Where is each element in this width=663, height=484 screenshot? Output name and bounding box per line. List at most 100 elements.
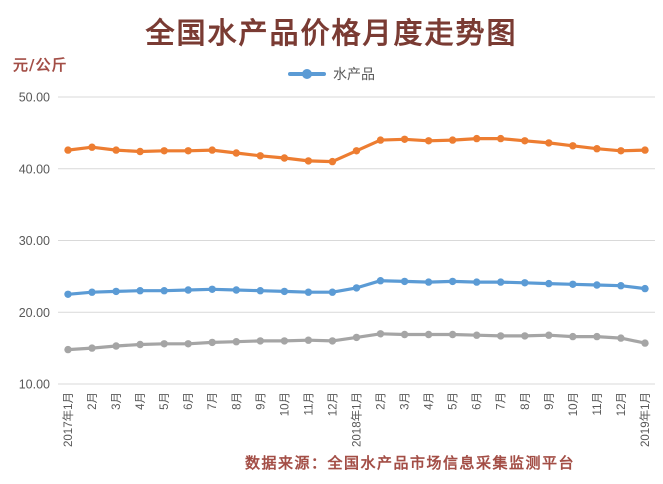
data-point [136, 340, 144, 349]
x-tick-label: 12月 [327, 392, 339, 416]
data-point [328, 337, 337, 345]
data-point [617, 334, 625, 342]
data-point [88, 143, 96, 151]
y-tick-label: 10.00 [19, 378, 50, 392]
x-tick-label: 8月 [231, 392, 243, 410]
data-point [88, 288, 96, 296]
data-point [184, 147, 192, 155]
data-point [208, 146, 216, 154]
x-tick-label: 8月 [520, 392, 532, 410]
x-tick-label: 2017年1月 [61, 392, 75, 447]
data-point [593, 281, 601, 289]
x-tick-label: 10月 [568, 392, 580, 416]
data-point [521, 332, 529, 340]
x-tick-label: 2月 [376, 392, 388, 410]
x-tick-label: 2018年1月 [349, 392, 363, 447]
data-point [424, 278, 433, 286]
y-tick-label: 20.00 [19, 306, 50, 320]
data-point [400, 135, 409, 143]
data-point [521, 279, 529, 287]
x-tick-label: 6月 [183, 392, 195, 410]
data-point [112, 287, 120, 296]
x-tick-label: 11月 [592, 392, 604, 415]
data-point [208, 338, 216, 347]
x-tick-label: 10月 [279, 392, 291, 416]
data-source-note: 数据来源：全国水产品市场信息采集监测平台 [245, 454, 576, 472]
data-point [136, 147, 144, 156]
data-point [352, 147, 361, 155]
data-point [232, 286, 240, 294]
data-point [304, 288, 313, 296]
x-tick-label: 2019年1月 [638, 392, 652, 447]
data-point [64, 146, 72, 154]
x-tick-label: 4月 [424, 392, 436, 410]
x-tick-label: 3月 [400, 392, 412, 410]
data-point [497, 278, 505, 286]
data-point [304, 157, 313, 165]
data-point [400, 330, 409, 339]
data-point [497, 134, 505, 143]
data-point [280, 337, 289, 345]
data-point [641, 339, 649, 347]
data-point [569, 142, 577, 150]
data-point [448, 330, 457, 339]
data-point [545, 331, 553, 339]
data-point [473, 278, 481, 286]
data-point [352, 284, 361, 292]
x-tick-label: 5月 [159, 392, 171, 410]
data-point [112, 146, 120, 154]
data-point [160, 340, 168, 348]
chart-title: 全国水产品价格月度走势图 [145, 16, 518, 50]
x-tick-label: 4月 [135, 392, 147, 410]
data-point [617, 282, 625, 290]
data-point [184, 340, 192, 348]
data-point [232, 338, 240, 346]
x-tick-label: 11月 [303, 392, 315, 415]
data-point [545, 279, 553, 288]
data-point [569, 280, 577, 288]
data-point [400, 277, 409, 286]
x-tick-label: 6月 [472, 392, 484, 410]
data-point [641, 284, 649, 293]
data-point [545, 139, 553, 147]
x-tick-label: 3月 [111, 392, 123, 410]
data-point [256, 287, 264, 295]
legend-dot-icon [302, 69, 312, 79]
x-tick-label: 12月 [616, 392, 628, 416]
x-tick-label: 2月 [87, 392, 99, 410]
legend-line-marker-icon [288, 69, 326, 79]
data-point [64, 290, 72, 298]
x-tick-label: 7月 [207, 392, 219, 410]
data-point [88, 344, 96, 352]
data-point [473, 134, 481, 143]
data-point [424, 137, 433, 145]
data-point [160, 147, 168, 155]
data-point [593, 145, 601, 153]
data-point [280, 154, 289, 162]
y-axis-unit-label: 元/公斤 [13, 56, 68, 74]
data-point [136, 287, 144, 295]
x-tick-label: 9月 [544, 392, 556, 410]
data-point [208, 285, 216, 293]
data-point [352, 333, 361, 342]
data-point [328, 288, 337, 296]
legend: 水产品 [0, 64, 663, 84]
data-point [376, 330, 385, 338]
data-point [376, 277, 385, 285]
data-point [448, 136, 457, 144]
data-point [64, 345, 72, 354]
data-point [473, 331, 481, 339]
data-point [232, 149, 240, 157]
data-point [424, 330, 433, 339]
data-point [184, 286, 192, 294]
x-tick-label: 9月 [255, 392, 267, 410]
x-tick-label: 7月 [496, 392, 508, 410]
y-tick-label: 30.00 [19, 234, 50, 248]
data-point [328, 157, 337, 166]
x-tick-label: 5月 [448, 392, 460, 410]
data-point [617, 147, 625, 155]
data-point [593, 332, 601, 341]
y-tick-label: 40.00 [19, 162, 50, 176]
